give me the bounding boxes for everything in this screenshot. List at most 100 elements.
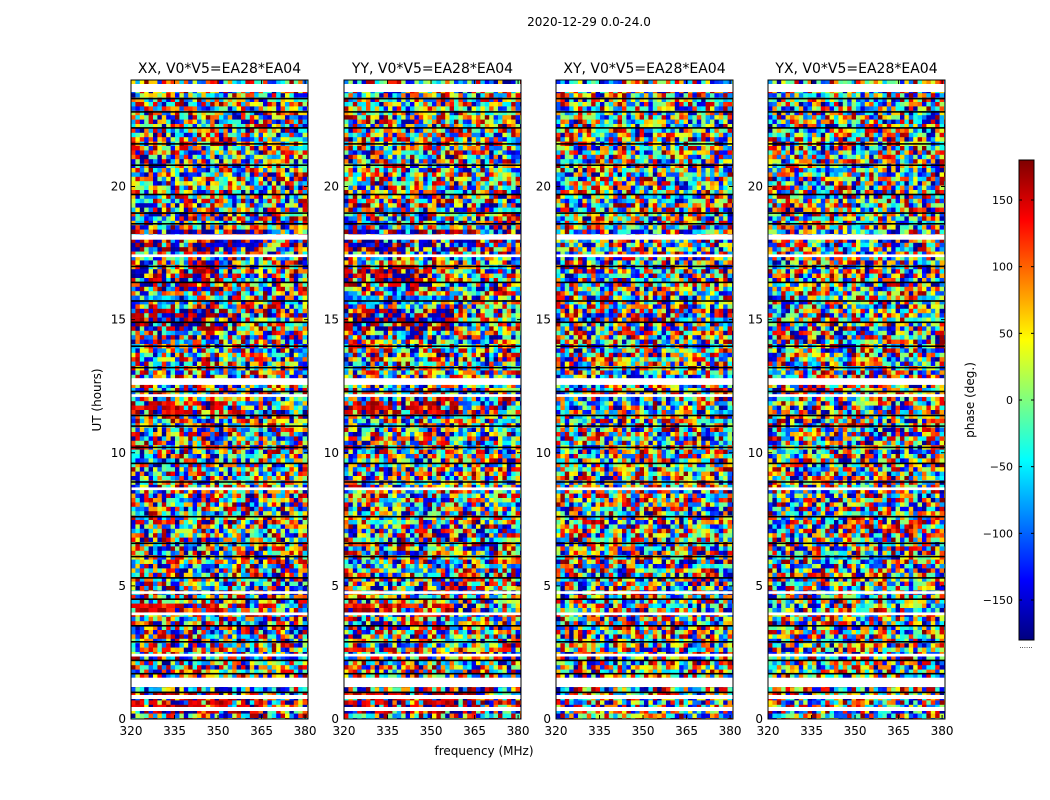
panel-yy: YY, V0*V5=EA28*EA04 320 335 350 365 380 0 5 10 15… <box>324 61 530 738</box>
flag-line <box>131 345 308 347</box>
flag-band <box>556 394 733 397</box>
flag-band <box>344 707 521 711</box>
flag-band <box>131 612 308 616</box>
flag-line <box>556 462 733 465</box>
y-tick-label: 10 <box>111 446 126 460</box>
flag-band <box>131 378 308 385</box>
flag-band <box>556 84 733 92</box>
flag-line <box>768 345 945 347</box>
flag-line <box>131 164 308 166</box>
x-tick-label: 380 <box>719 724 742 738</box>
flag-line <box>768 542 945 545</box>
flag-line <box>768 127 945 129</box>
flag-line <box>344 143 521 145</box>
flag-band <box>768 487 945 491</box>
x-tick-label: 380 <box>931 724 954 738</box>
flag-line <box>556 691 733 694</box>
y-tick-label: 0 <box>118 712 126 726</box>
flag-band <box>344 677 521 687</box>
flag-line <box>556 481 733 483</box>
flag-line <box>344 366 521 369</box>
flag-line <box>768 515 945 518</box>
y-tick-label: 20 <box>748 180 763 194</box>
flag-line <box>131 555 308 558</box>
colorbar-tick-label: −50 <box>990 461 1013 474</box>
flag-band <box>131 394 308 397</box>
y-tick-label: 20 <box>536 180 551 194</box>
flag-band <box>556 378 733 385</box>
y-tick-label: 10 <box>536 446 551 460</box>
flag-line <box>556 212 733 214</box>
x-tick-label: 320 <box>545 724 568 738</box>
flag-band <box>344 695 521 699</box>
figure-title: 2020-12-29 0.0-24.0 <box>527 15 651 29</box>
panels: XX, V0*V5=EA28*EA04 320 335 350 365 380 0 5 10 15… <box>111 61 954 738</box>
flag-band <box>768 254 945 258</box>
flag-line <box>768 659 945 662</box>
flag-line <box>131 127 308 129</box>
flag-line <box>131 672 308 675</box>
flag-band <box>131 84 308 92</box>
y-tick-label: 20 <box>324 180 339 194</box>
flag-line <box>344 164 521 166</box>
x-tick-label: 365 <box>463 724 486 738</box>
y-tick-label: 15 <box>536 313 551 327</box>
x-tick-label: 365 <box>250 724 273 738</box>
flag-line <box>131 542 308 545</box>
colorbar-label: phase (deg.) <box>963 362 977 438</box>
flag-line <box>344 691 521 694</box>
x-tick-label: 320 <box>333 724 356 738</box>
flag-line <box>131 641 308 643</box>
flag-band <box>344 612 521 616</box>
flag-line <box>768 321 945 324</box>
flag-line <box>768 555 945 558</box>
x-tick-label: 320 <box>757 724 780 738</box>
flag-band <box>768 234 945 240</box>
flag-band <box>344 653 521 657</box>
x-tick-label: 380 <box>294 724 317 738</box>
flag-line <box>768 300 945 302</box>
flag-band <box>344 591 521 594</box>
y-tick-label: 0 <box>755 712 763 726</box>
colorbar-tick-label: 150 <box>992 194 1013 207</box>
flag-line <box>344 212 521 214</box>
flag-line <box>131 625 308 627</box>
flag-line <box>344 515 521 518</box>
flag-band <box>344 378 521 385</box>
flag-line <box>768 577 945 579</box>
flag-line <box>344 193 521 196</box>
flag-band <box>131 487 308 491</box>
flag-band <box>131 677 308 687</box>
flag-line <box>768 446 945 449</box>
colorbar: 150 100 50 0 −50 −100 −150 <box>983 159 1035 641</box>
flag-line <box>768 425 945 427</box>
flag-band <box>556 591 733 594</box>
flag-band <box>131 695 308 699</box>
y-tick-label: 20 <box>111 180 126 194</box>
x-tick-label: 335 <box>376 724 399 738</box>
y-tick-label: 10 <box>748 446 763 460</box>
flag-line <box>768 97 945 100</box>
flag-band <box>556 707 733 711</box>
flag-line <box>556 414 733 417</box>
x-tick-label: 335 <box>163 724 186 738</box>
panel-yx: YX, V0*V5=EA28*EA04 320 335 350 365 380 0 5 10 15… <box>748 61 954 738</box>
colorbar-bottom-note: ...... <box>1019 642 1032 650</box>
flag-band <box>344 234 521 240</box>
flag-line <box>768 691 945 694</box>
flag-band <box>131 653 308 657</box>
flag-line <box>131 143 308 145</box>
flag-band <box>556 695 733 699</box>
flag-line <box>344 265 521 268</box>
flag-line <box>344 414 521 417</box>
y-tick-label: 15 <box>748 313 763 327</box>
flag-line <box>556 625 733 627</box>
flag-band <box>344 487 521 491</box>
x-tick-label: 350 <box>632 724 655 738</box>
flag-line <box>131 97 308 100</box>
flag-band <box>556 653 733 657</box>
flag-line <box>131 462 308 465</box>
y-tick-label: 15 <box>324 313 339 327</box>
phase-image-yy <box>344 80 521 719</box>
flag-band <box>131 707 308 711</box>
